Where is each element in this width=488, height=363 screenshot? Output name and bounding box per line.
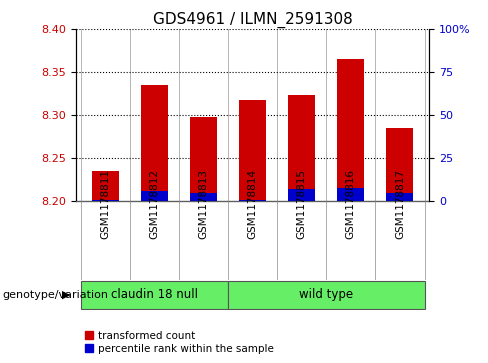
Bar xyxy=(190,193,217,201)
Bar xyxy=(141,191,168,201)
Bar xyxy=(288,188,315,201)
Bar xyxy=(337,188,365,201)
Text: GSM1178815: GSM1178815 xyxy=(297,169,306,239)
Text: GSM1178814: GSM1178814 xyxy=(247,169,258,239)
Bar xyxy=(337,59,365,201)
Text: GSM1178817: GSM1178817 xyxy=(395,169,405,239)
Bar xyxy=(288,95,315,201)
Text: GSM1178816: GSM1178816 xyxy=(346,169,356,239)
Text: genotype/variation: genotype/variation xyxy=(2,290,108,300)
Text: GSM1178813: GSM1178813 xyxy=(199,169,208,239)
Text: claudin 18 null: claudin 18 null xyxy=(111,288,198,301)
Bar xyxy=(92,200,119,201)
Bar xyxy=(141,85,168,201)
Title: GDS4961 / ILMN_2591308: GDS4961 / ILMN_2591308 xyxy=(153,12,352,28)
Text: ▶: ▶ xyxy=(61,290,70,300)
Bar xyxy=(239,200,266,201)
Bar xyxy=(386,193,413,201)
Text: wild type: wild type xyxy=(299,288,353,301)
Text: GSM1178812: GSM1178812 xyxy=(149,169,159,239)
Legend: transformed count, percentile rank within the sample: transformed count, percentile rank withi… xyxy=(81,327,278,358)
Text: GSM1178811: GSM1178811 xyxy=(100,169,110,239)
Bar xyxy=(239,100,266,201)
Bar xyxy=(190,117,217,201)
Bar xyxy=(92,171,119,201)
FancyBboxPatch shape xyxy=(81,281,228,309)
FancyBboxPatch shape xyxy=(228,281,425,309)
Bar xyxy=(386,128,413,201)
